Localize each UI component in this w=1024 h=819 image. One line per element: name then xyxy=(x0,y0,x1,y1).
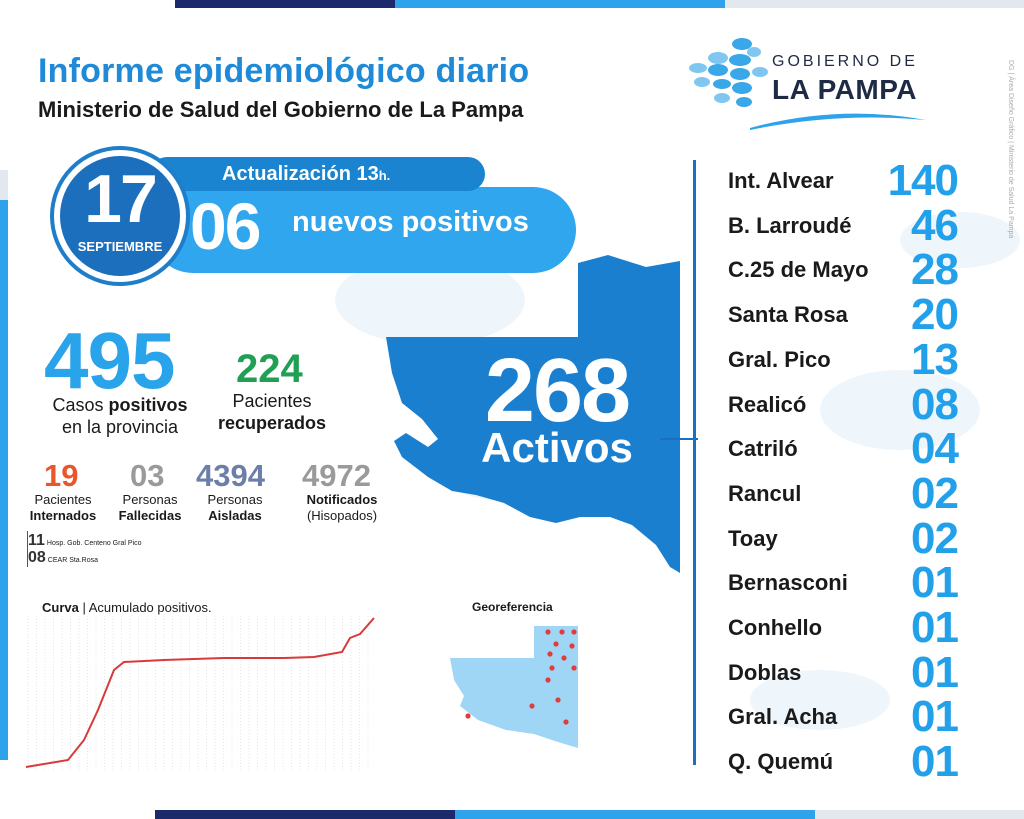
hospital-count: 08 xyxy=(28,549,46,566)
locality-name: Bernasconi xyxy=(728,570,848,596)
stat-hospitalized-label: Pacientes Internados xyxy=(24,492,102,524)
recovered-label-line1: Pacientes xyxy=(232,391,312,411)
page-subtitle: Ministerio de Salud del Gobierno de La P… xyxy=(38,97,524,122)
locality-name: B. Larroudé xyxy=(728,212,852,238)
locality-value: 01 xyxy=(911,737,959,787)
hospital-breakdown-row: 11 Hosp. Gob. Centeno Gral Pico xyxy=(28,532,141,550)
curve-title-rest: | Acumulado positivos. xyxy=(78,600,212,615)
top-stripe xyxy=(175,0,1024,8)
curve-title: Curva | Acumulado positivos. xyxy=(42,600,212,615)
locality-name: Conhello xyxy=(728,615,823,640)
georef-map xyxy=(450,626,578,748)
positives-label-suffix: en la provincia xyxy=(61,417,179,437)
stat-label-line1: Personas xyxy=(207,492,263,507)
bottom-stripe xyxy=(155,810,1024,819)
left-edge-stripe xyxy=(0,200,8,760)
stat-label-line2: Aisladas xyxy=(208,508,262,523)
locality-name: Santa Rosa xyxy=(728,302,848,328)
active-cases-value: 268 xyxy=(484,341,631,441)
stat-isolated-label: Personas Aisladas xyxy=(196,492,274,524)
map-connector-line xyxy=(660,438,698,440)
cumulative-curve-line xyxy=(25,617,375,768)
new-positives-value: 06 xyxy=(190,189,261,263)
stat-notified-label: Notificados (Hisopados) xyxy=(296,492,388,524)
page-title: Informe epidemiológico diario xyxy=(38,52,530,90)
recovered-label-line2: recuperados xyxy=(217,413,327,433)
locality-name: Gral. Acha xyxy=(728,704,838,730)
locality-value: 140 xyxy=(887,156,959,205)
locality-name: Doblas xyxy=(728,659,802,685)
positives-label-prefix: Casos xyxy=(52,395,109,415)
locality-value: 01 xyxy=(911,558,959,608)
stat-label-line2: Fallecidas xyxy=(118,508,182,523)
new-positives-banner xyxy=(150,187,576,273)
locality-value: 02 xyxy=(911,513,959,563)
locality-name: Int. Alvear xyxy=(728,168,834,193)
locality-name: Realicó xyxy=(728,391,807,417)
logo-line-1: GOBIERNO DE xyxy=(772,53,918,70)
date-month: SEPTIEMBRE xyxy=(77,239,163,254)
locality-name: Toay xyxy=(728,525,778,551)
stat-label-line2: Internados xyxy=(29,508,97,523)
total-positives-value: 495 xyxy=(44,316,175,405)
design-credit: DG | Área Diseño Gráfico | Ministerio de… xyxy=(1007,60,1014,239)
recovered-label: Pacientes recuperados xyxy=(208,390,336,434)
locality-value: 13 xyxy=(911,334,959,384)
stat-label-line1: Pacientes xyxy=(34,492,92,507)
update-suffix: h. xyxy=(378,168,391,183)
locality-name: Gral. Pico xyxy=(728,346,831,372)
government-logo-icon xyxy=(689,38,768,107)
stat-label-line1: Notificados xyxy=(306,492,378,507)
positives-label-bold: positivos xyxy=(108,395,188,415)
update-banner xyxy=(150,157,485,191)
georef-title: Georeferencia xyxy=(472,600,553,614)
georef-case-dots xyxy=(465,629,577,725)
locality-value: 28 xyxy=(911,245,959,295)
province-map xyxy=(386,255,680,573)
cumulative-curve-chart xyxy=(25,616,375,770)
stat-label-line2: (Hisopados) xyxy=(306,508,378,523)
locality-name: C.25 de Mayo xyxy=(728,257,869,283)
locality-value: 02 xyxy=(911,468,959,518)
recovered-value: 224 xyxy=(236,347,303,391)
locality-name: Rancul xyxy=(728,480,802,506)
locality-value: 01 xyxy=(911,692,959,742)
active-cases-label: Activos xyxy=(481,424,633,471)
logo-swoosh-icon xyxy=(750,113,926,130)
locality-value: 01 xyxy=(911,647,959,697)
logo-line-2: LA PAMPA xyxy=(772,74,918,105)
locality-name: Q. Quemú xyxy=(728,749,834,775)
new-positives-label: nuevos positivos xyxy=(292,206,529,238)
update-time: Actualización 13h. xyxy=(222,163,390,186)
locality-name: Catriló xyxy=(728,436,798,462)
stat-notified-value: 4972 xyxy=(302,458,371,493)
georef-province-shape xyxy=(450,626,578,748)
curve-title-bold: Curva xyxy=(42,600,79,615)
stat-deceased-label: Personas Fallecidas xyxy=(110,492,190,524)
hospital-name: Hosp. Gob. Centeno Gral Pico xyxy=(46,540,142,547)
locality-value: 08 xyxy=(911,379,959,429)
locality-value: 04 xyxy=(911,424,959,474)
date-badge xyxy=(60,156,180,276)
hospital-count: 11 xyxy=(28,532,45,549)
locality-value: 01 xyxy=(911,603,959,652)
date-day: 17 xyxy=(84,161,158,237)
update-label: Actualización 13 xyxy=(222,163,379,185)
locality-value: 46 xyxy=(911,200,959,250)
breakdown-bar xyxy=(27,531,28,567)
stat-hospitalized-value: 19 xyxy=(44,458,79,493)
hospital-breakdown-row: 08 CEAR Sta.Rosa xyxy=(28,549,98,567)
stat-deceased-value: 03 xyxy=(130,458,165,493)
stat-isolated-value: 4394 xyxy=(196,458,265,493)
hospital-name: CEAR Sta.Rosa xyxy=(47,557,98,564)
locality-value: 20 xyxy=(911,290,959,340)
stat-label-line1: Personas xyxy=(122,492,178,507)
total-positives-label: Casos positivos en la provincia xyxy=(36,394,204,438)
locality-divider xyxy=(693,160,696,765)
